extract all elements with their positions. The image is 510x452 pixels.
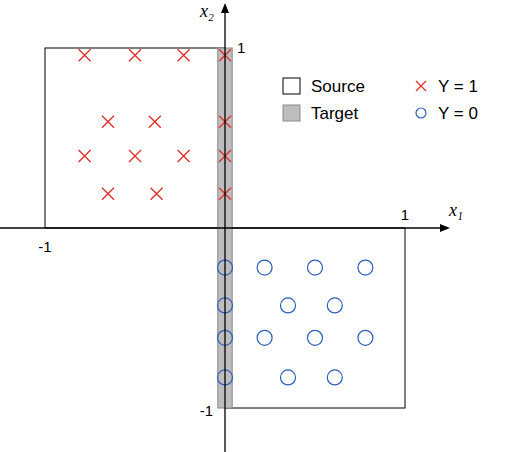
x-tick-label: 1 — [401, 206, 409, 223]
legend-label: Target — [311, 104, 359, 123]
x-tick-label: -1 — [38, 238, 51, 255]
x-axis — [0, 227, 446, 228]
cross-point — [129, 150, 141, 162]
circle-point — [358, 260, 373, 275]
circle-point — [257, 330, 272, 345]
circle-point — [358, 330, 373, 345]
chart: -1 1 -1 1 x₁ x₂ Source Target Y = 1 Y = 0 — [0, 0, 510, 452]
cross-point — [149, 116, 161, 128]
legend-swatch — [283, 105, 300, 121]
legend-label: Y = 0 — [438, 104, 478, 123]
source-region — [45, 48, 225, 228]
cross-point — [178, 150, 190, 162]
circle-point — [327, 298, 342, 313]
cross-point — [178, 49, 190, 61]
y-axis — [224, 7, 225, 452]
legend-label: Y = 1 — [438, 77, 478, 96]
y-tick-label: -1 — [200, 402, 213, 419]
circle-point — [308, 330, 323, 345]
series-1 — [218, 260, 373, 385]
cross-point — [151, 188, 163, 200]
series-0 — [79, 49, 231, 200]
legend-label: Source — [311, 77, 365, 96]
y-axis-label: x₂ — [199, 1, 214, 21]
circle-point — [281, 370, 296, 385]
circle-point — [308, 260, 323, 275]
legend-swatch — [283, 78, 300, 94]
circle-point — [257, 260, 272, 275]
y-tick-label: 1 — [237, 39, 245, 56]
source-region — [225, 228, 405, 408]
legend-marker — [416, 81, 426, 91]
cross-point — [79, 150, 91, 162]
cross-point — [102, 188, 114, 200]
circle-point — [281, 298, 296, 313]
x-axis-arrow — [440, 224, 450, 232]
x-axis-label: x₁ — [448, 200, 463, 220]
cross-point — [102, 116, 114, 128]
cross-point — [79, 49, 91, 61]
legend-marker — [416, 108, 426, 118]
circle-point — [327, 370, 342, 385]
cross-point — [129, 49, 141, 61]
y-axis-arrow — [221, 3, 229, 13]
